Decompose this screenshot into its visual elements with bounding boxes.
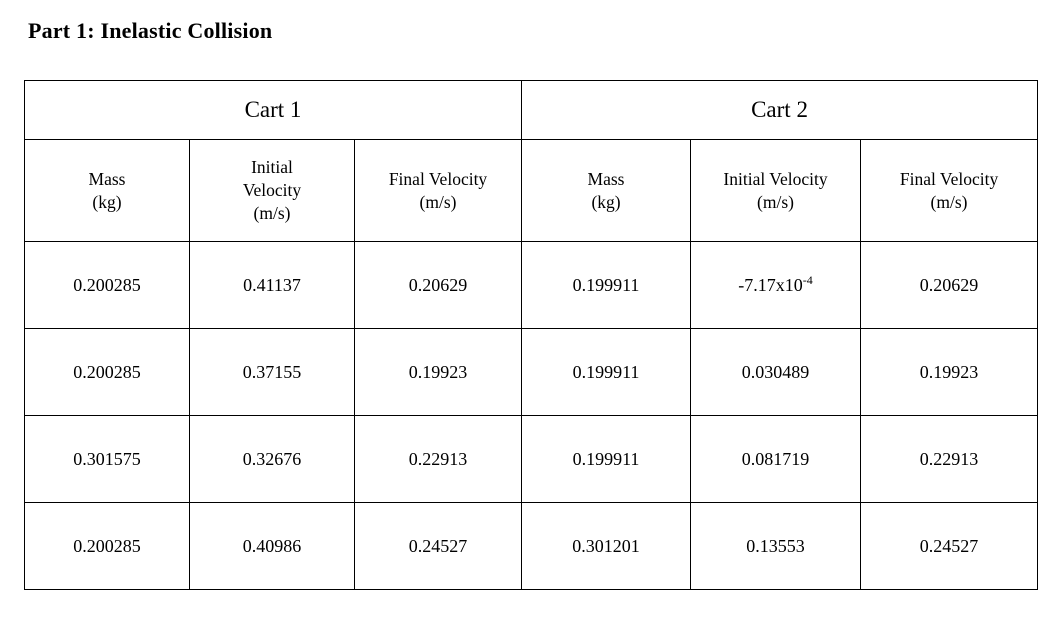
column-header-line: (m/s) [253,203,291,223]
table-cell: 0.20629 [860,241,1039,329]
table-cell: 0.199911 [521,415,692,503]
table-body: 0.200285 0.41137 0.20629 0.199911 -7.17x10-4… [24,241,1039,590]
column-header-line: Velocity [242,180,302,200]
table-cell: 0.19923 [353,328,523,416]
column-header-cart2-final-velocity: Final Velocity (m/s) [860,139,1039,242]
table-cell: 0.22913 [860,415,1039,503]
column-header-line: Final Velocity [899,168,999,189]
table-row: 0.301575 0.32676 0.22913 0.199911 0.081719 0.… [24,415,1039,503]
table-row: 0.200285 0.41137 0.20629 0.199911 -7.17x10-4… [24,241,1039,329]
table-cell: 0.32676 [189,415,355,503]
column-header-line: Mass [88,168,126,189]
column-header-line: Mass [587,168,625,189]
table-cell: 0.301201 [521,502,692,590]
table-cell: 0.24527 [353,502,523,590]
column-header-row: Mass (kg) Initial Velocity (m/s) Final V… [24,139,1039,242]
table-cell: 0.24527 [860,502,1039,590]
table-cell: 0.200285 [24,502,190,590]
table-cell: 0.41137 [189,241,355,329]
table-row: 0.200285 0.40986 0.24527 0.301201 0.13553 0.2… [24,502,1039,590]
table-cell: 0.13553 [690,502,862,590]
column-header-line: (kg) [92,191,122,212]
column-header-cart2-mass: Mass (kg) [521,139,692,242]
table-cell: 0.200285 [24,328,190,416]
column-header-line: (m/s) [757,191,794,212]
group-header-row: Cart 1 Cart 2 [23,80,1039,140]
column-header-line: Initial [251,157,293,177]
column-header-line: (m/s) [930,191,968,212]
page-title: Part 1: Inelastic Collision [28,18,273,43]
column-header-line: (m/s) [419,191,457,212]
table-cell: 0.081719 [690,415,862,503]
table-cell: 0.200285 [24,241,190,329]
column-header-cart2-initial-velocity: Initial Velocity (m/s) [690,139,862,242]
table-cell: 0.22913 [353,415,523,503]
table-cell: 0.301575 [24,415,190,503]
table-cell: 0.20629 [353,241,523,329]
table-cell: -7.17x10-4 [690,241,862,329]
group-header-cart2: Cart 2 [521,80,1039,140]
table-cell: 0.19923 [860,328,1039,416]
group-header-cart1: Cart 1 [23,80,523,140]
collision-data-table: Cart 1 Cart 2 Mass (kg) Initial Velocity… [23,80,1039,590]
table-cell: 0.199911 [521,241,692,329]
column-header-cart1-final-velocity: Final Velocity (m/s) [353,139,523,242]
column-header-line: (kg) [591,191,621,212]
column-header-line: Final Velocity [388,168,488,189]
column-header-cart1-initial-velocity: Initial Velocity (m/s) [189,139,355,242]
column-header-cart1-mass: Mass (kg) [24,139,190,242]
column-header-line: Initial Velocity [723,168,828,189]
table-row: 0.200285 0.37155 0.19923 0.199911 0.030489 0.… [24,328,1039,416]
table-cell: 0.199911 [521,328,692,416]
table-cell: 0.40986 [189,502,355,590]
table-cell: 0.37155 [189,328,355,416]
table-cell: 0.030489 [690,328,862,416]
